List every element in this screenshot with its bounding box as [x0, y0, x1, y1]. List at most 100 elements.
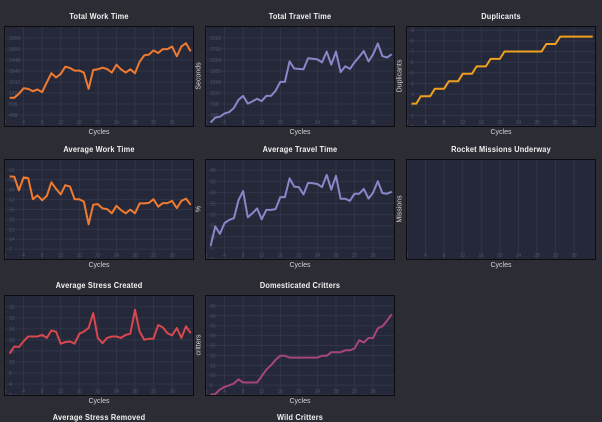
data-series-line	[209, 173, 393, 247]
plot-area: 0 4 8 12 16 20 24 28 32 36 408 816 1224 1632 2040 2448 2…	[4, 26, 194, 127]
x-tick-label: 24	[114, 389, 120, 395]
line-chart: 0 4 8 12 16 20 24 28 32 36 408 816 1224 1632 2040 2448 2…	[5, 27, 193, 126]
y-tick-label: 7	[411, 49, 414, 55]
x-tick-label: 24	[516, 120, 522, 126]
data-series-line	[8, 308, 192, 355]
y-tick-label: 2448	[9, 58, 20, 64]
y-tick-label: 0	[210, 257, 213, 259]
y-axis-label: Seconds	[0, 62, 2, 89]
chart-title: Average Work Time	[63, 145, 135, 154]
y-tick-label: 49	[9, 188, 15, 194]
x-tick-label: 32	[553, 253, 559, 259]
x-tick-label: 4	[223, 253, 226, 259]
chart-title-wild-critters: Wild Critters	[276, 413, 324, 422]
x-tick-label: 32	[352, 389, 358, 395]
y-tick-label: 2793	[210, 47, 221, 53]
y-tick-label: 56	[9, 178, 15, 184]
y-tick-label: 399	[210, 113, 219, 119]
y-tick-label: 1	[411, 113, 414, 119]
x-tick-label: 20	[296, 253, 302, 259]
x-axis-label: Cycles	[88, 398, 110, 405]
x-tick-label: 20	[296, 389, 302, 395]
x-tick-label: 24	[516, 253, 522, 259]
chart-title: Duplicants	[481, 12, 521, 21]
x-tick-label: 8	[242, 389, 245, 395]
chart-title: Total Travel Time	[268, 12, 332, 21]
y-tick-label: 2856	[9, 47, 20, 53]
x-tick-label: 28	[132, 389, 138, 395]
x-tick-label: 28	[534, 120, 540, 126]
x-tick-label: 12	[58, 120, 64, 126]
x-tick-label: 20	[95, 253, 101, 259]
x-tick-label: 4	[424, 253, 427, 259]
line-chart: 048121620242832360123456789	[407, 27, 595, 126]
y-tick-label: 42	[9, 198, 15, 204]
plot-area: 048121620242832360123456789	[406, 26, 596, 127]
x-tick-label: 8	[41, 120, 44, 126]
x-tick-label: 20	[497, 253, 503, 259]
x-tick-label: 20	[95, 120, 101, 126]
x-tick-label: 12	[259, 253, 265, 259]
x-tick-label: 16	[76, 389, 82, 395]
y-tick-label: 35	[9, 208, 15, 214]
chart-panel: Average Travel Time % 0 4 8 12 16 20 24 28 32 36 0…	[196, 145, 395, 281]
y-tick-label: 20	[210, 213, 216, 219]
chart-panel: Average Work Time % 0 4 8 12 16 20 24 28 32 36 7 14…	[0, 145, 194, 281]
plot-area: 04812162024283236048121620242832	[4, 295, 194, 396]
line-chart: 0 4 8 12 16 20 24 28 32 36 7 14 21 28 35 42 49 56 63	[5, 160, 193, 259]
x-tick-label: 20	[95, 389, 101, 395]
y-tick-label: 8	[9, 371, 12, 377]
x-axis-label: Cycles	[289, 129, 311, 136]
x-tick-label: 28	[333, 253, 339, 259]
x-tick-label: 0	[407, 253, 409, 259]
x-tick-label: 8	[242, 120, 245, 126]
y-tick-label: 408	[9, 113, 18, 119]
x-tick-label: 36	[370, 120, 376, 126]
x-tick-label: 0	[206, 389, 208, 395]
x-tick-label: 12	[460, 253, 466, 259]
x-tick-label: 0	[5, 120, 7, 126]
x-tick-label: 28	[132, 120, 138, 126]
y-tick-label: 10	[210, 373, 216, 379]
data-series-line	[9, 42, 192, 99]
y-tick-label: 28	[9, 217, 15, 223]
y-tick-label: 30	[210, 190, 216, 196]
y-tick-label: 30	[210, 334, 216, 340]
x-tick-label: 4	[22, 389, 25, 395]
x-tick-label: 12	[259, 120, 265, 126]
y-tick-label: 0	[9, 393, 12, 395]
x-tick-label: 4	[22, 120, 25, 126]
plot-area: 0 4 8 12 16 20 24 28 32 36 7 14 21 28 35 42 49 56 63	[4, 159, 194, 260]
y-tick-label: 1995	[210, 69, 221, 75]
y-tick-label: 14	[9, 237, 15, 243]
x-tick-label: 0	[5, 389, 7, 395]
y-axis-label: %	[0, 206, 2, 212]
x-tick-label: 8	[443, 253, 446, 259]
plot-area: 04812162024283236051015202530354045	[205, 295, 395, 396]
x-tick-label: 28	[132, 253, 138, 259]
x-tick-label: 12	[460, 120, 466, 126]
y-tick-label: 25	[210, 202, 216, 208]
x-tick-label: 12	[58, 389, 64, 395]
y-tick-label: 20	[210, 353, 216, 359]
y-tick-label: 32	[9, 305, 15, 311]
y-axis-label: Missions	[396, 195, 404, 223]
x-tick-label: 28	[333, 120, 339, 126]
x-axis-label: Cycles	[490, 262, 512, 269]
x-tick-label: 0	[206, 120, 208, 126]
x-axis-label: Cycles	[289, 262, 311, 269]
chart-panel: Average Stress Created % 048121620242832…	[0, 281, 194, 417]
y-tick-label: 15	[210, 224, 216, 230]
y-axis-label: critters	[195, 334, 203, 356]
data-series-line	[9, 175, 192, 226]
x-tick-label: 32	[553, 120, 559, 126]
x-tick-label: 0	[206, 253, 208, 259]
x-tick-label: 8	[41, 253, 44, 259]
y-tick-label: 25	[210, 344, 216, 350]
x-tick-label: 16	[277, 120, 283, 126]
x-tick-label: 32	[352, 120, 358, 126]
x-tick-label: 8	[242, 253, 245, 259]
x-axis-label: Cycles	[490, 129, 512, 136]
y-tick-label: 35	[210, 324, 216, 330]
y-axis-label: Seconds	[195, 62, 203, 90]
